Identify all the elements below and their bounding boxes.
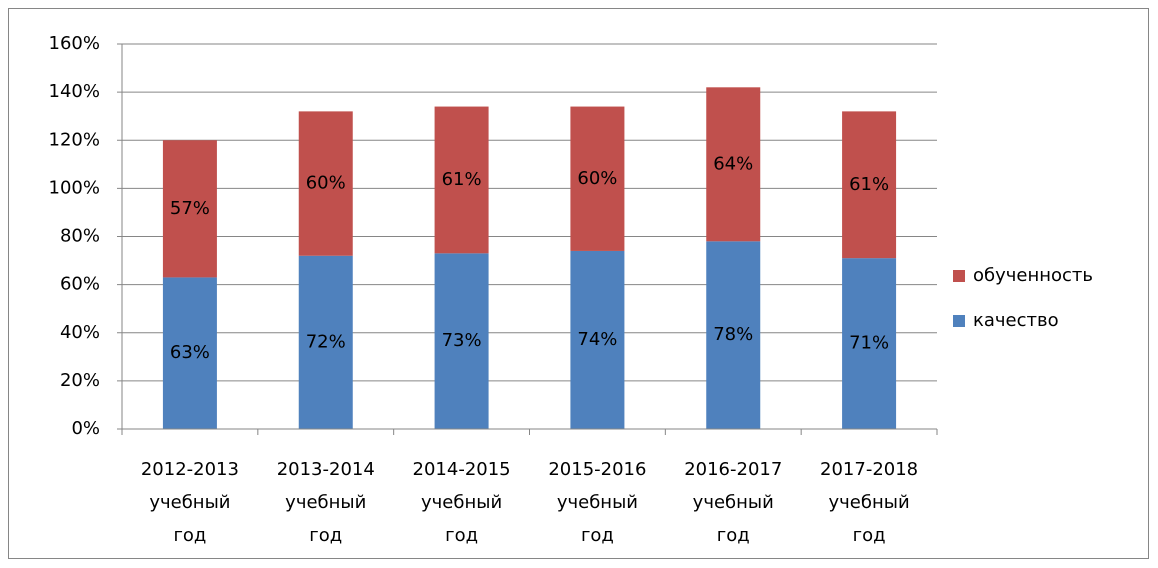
x-tick-label-line: год: [717, 525, 750, 546]
y-tick-label: 120%: [49, 129, 100, 150]
x-tick-label-line: учебный: [829, 492, 910, 513]
value-label: 78%: [713, 324, 753, 345]
x-tick-label-line: учебный: [149, 492, 230, 513]
bar-segment: [706, 87, 761, 242]
value-label: 73%: [442, 330, 482, 351]
value-label: 64%: [713, 153, 753, 174]
x-tick-label: 2016-2017 учебный год: [684, 459, 782, 546]
bar-segment: [298, 111, 353, 256]
legend-swatch: [953, 270, 965, 282]
x-tick-label-line: 2016-2017: [684, 459, 782, 480]
bar-segment: [162, 140, 217, 278]
y-tick-label: 20%: [60, 370, 100, 391]
bar-segment: [842, 111, 897, 259]
x-tick-label-line: год: [445, 525, 478, 546]
value-label: 60%: [306, 173, 346, 194]
bar-segment: [298, 255, 353, 429]
bar-segment: [842, 258, 897, 429]
y-tick-label: 0%: [71, 418, 100, 439]
y-tick-label: 40%: [60, 322, 100, 343]
y-tick-label: 60%: [60, 274, 100, 295]
legend-swatch: [953, 315, 965, 327]
bar-segment: [434, 106, 489, 254]
legend-label: качество: [973, 310, 1059, 331]
y-tick-label: 160%: [49, 33, 100, 54]
x-tick-label-line: 2017-2018: [820, 459, 918, 480]
x-tick-label-line: учебный: [285, 492, 366, 513]
bar-segment: [570, 106, 625, 251]
legend-label: обученность: [973, 265, 1093, 286]
x-tick-label-line: 2012-2013: [141, 459, 239, 480]
value-label: 61%: [442, 169, 482, 190]
x-tick-label-line: год: [173, 525, 206, 546]
value-label: 61%: [849, 174, 889, 195]
bar-segment: [706, 241, 761, 429]
x-tick-label: 2014-2015 учебный год: [413, 459, 511, 546]
value-label: 57%: [170, 198, 210, 219]
x-tick-label-line: год: [853, 525, 886, 546]
value-label: 72%: [306, 331, 346, 352]
x-tick-label-line: год: [581, 525, 614, 546]
x-tick-label: 2013-2014 учебный год: [277, 459, 375, 546]
x-tick-label-line: учебный: [421, 492, 502, 513]
y-tick-label: 140%: [49, 81, 100, 102]
bar-segment: [434, 253, 489, 429]
bar-segment: [570, 250, 625, 429]
x-tick-label-line: учебный: [557, 492, 638, 513]
y-tick-label: 100%: [49, 177, 100, 198]
x-tick-label: 2017-2018 учебный год: [820, 459, 918, 546]
bar-segment: [162, 277, 217, 429]
x-tick-label-line: 2013-2014: [277, 459, 375, 480]
y-tick-label: 80%: [60, 226, 100, 247]
value-label: 60%: [577, 168, 617, 189]
x-tick-label-line: год: [309, 525, 342, 546]
value-label: 71%: [849, 333, 889, 354]
value-label: 74%: [577, 329, 617, 350]
x-tick-label-line: 2014-2015: [413, 459, 511, 480]
value-label: 63%: [170, 342, 210, 363]
x-tick-label-line: учебный: [693, 492, 774, 513]
x-tick-label-line: 2015-2016: [548, 459, 646, 480]
x-tick-label: 2015-2016 учебный год: [548, 459, 646, 546]
x-tick-label: 2012-2013 учебный год: [141, 459, 239, 546]
